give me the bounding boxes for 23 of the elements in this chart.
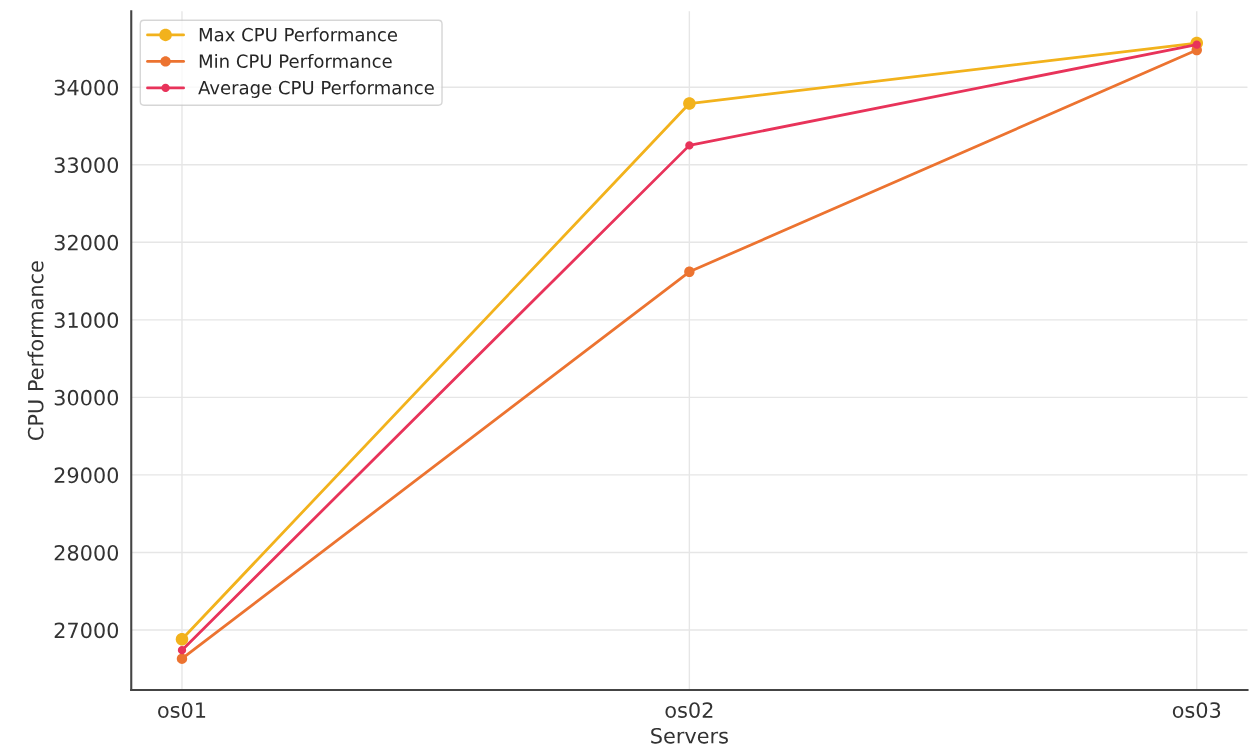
y-tick-label: 34000 (54, 79, 119, 96)
y-tick-label: 33000 (54, 157, 119, 173)
y-tick-label: 31000 (54, 312, 119, 329)
point (685, 141, 694, 150)
point (177, 645, 187, 655)
x-axis-title: Servers (651, 727, 728, 744)
y-tick-label: 32000 (54, 234, 119, 251)
y-tick-label: 30000 (54, 389, 119, 406)
y-tick-label: 28000 (54, 544, 119, 561)
x-tick-label: os03 (1172, 702, 1221, 718)
point (175, 633, 189, 646)
point (684, 266, 695, 277)
legend-label: Min CPU Performance (199, 54, 392, 68)
point (176, 653, 188, 664)
y-tick-label: 29000 (54, 467, 119, 484)
legend-label: Max CPU Performance (199, 27, 398, 42)
y-axis-title: CPU Performance (27, 261, 44, 440)
y-tick-label: 27000 (54, 622, 119, 639)
point (683, 97, 696, 110)
point (1192, 40, 1201, 49)
legend-label: Average CPU Performance (198, 80, 434, 98)
x-tick-label: os02 (665, 702, 713, 718)
x-tick-label: os01 (158, 702, 206, 718)
